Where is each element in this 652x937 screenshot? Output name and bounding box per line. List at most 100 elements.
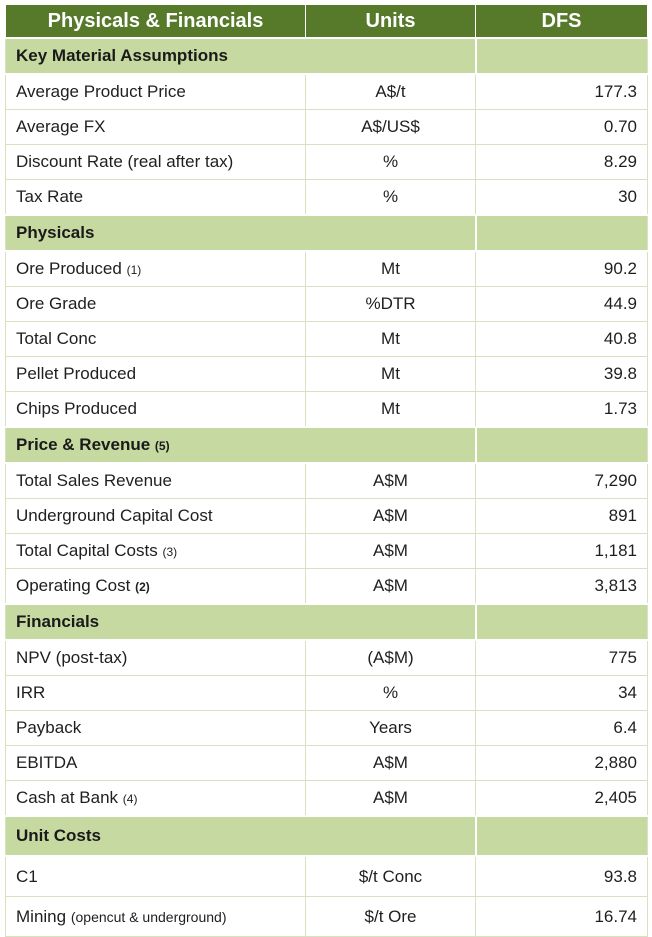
table-row: Total Sales Revenue A$M 7,290 [5, 462, 648, 499]
row-label-text: Mining [16, 906, 67, 926]
row-label: NPV (post-tax) [5, 639, 306, 676]
row-label-text: Chips Produced [16, 399, 137, 418]
row-label-text: Ore Produced [16, 259, 122, 278]
table-row: Pellet Produced Mt 39.8 [5, 356, 648, 392]
row-label: Ore Grade [5, 286, 306, 322]
row-value: 34 [475, 675, 648, 711]
header-units: Units [305, 5, 476, 38]
table-row: Operating Cost (2) A$M 3,813 [5, 568, 648, 605]
row-value: 40.8 [475, 321, 648, 357]
header-dfs: DFS [475, 5, 648, 38]
row-unit: Mt [305, 391, 476, 428]
row-unit: A$M [305, 462, 476, 499]
row-value: 177.3 [475, 73, 648, 110]
row-label-text: Discount Rate (real after tax) [16, 152, 234, 171]
row-label: Tax Rate [5, 179, 306, 216]
section-row-financials: Financials [5, 603, 648, 641]
row-unit: %DTR [305, 286, 476, 322]
row-label-text: EBITDA [16, 753, 78, 772]
table-row: Mining (opencut & underground) $/t Ore 1… [5, 896, 648, 937]
row-label-text: Underground Capital Cost [16, 506, 213, 525]
row-value: 30 [475, 179, 648, 216]
section-title: Financials [5, 603, 476, 641]
row-label-text: Total Conc [16, 329, 97, 348]
footnote-ref: (1) [126, 263, 142, 277]
row-unit: Years [305, 710, 476, 746]
row-label-text: Total Capital Costs [16, 541, 158, 560]
row-unit: A$/US$ [305, 109, 476, 145]
row-value: 7,290 [475, 462, 648, 499]
row-label: Average FX [5, 109, 306, 145]
section-row-physicals: Physicals [5, 214, 648, 252]
row-label-text: Ore Grade [16, 294, 97, 313]
section-row-key-material-assumptions: Key Material Assumptions [5, 37, 648, 75]
row-value: 90.2 [475, 250, 648, 287]
row-value: 0.70 [475, 109, 648, 145]
table-row: Average Product Price A$/t 177.3 [5, 73, 648, 110]
row-label-text: Operating Cost [16, 576, 131, 595]
row-label: Chips Produced [5, 391, 306, 428]
row-value: 6.4 [475, 710, 648, 746]
row-label: Cash at Bank (4) [5, 780, 306, 817]
row-label-text: Payback [16, 718, 82, 737]
table-row: Tax Rate % 30 [5, 179, 648, 216]
row-label-text: Total Sales Revenue [16, 471, 172, 490]
financials-table-container: Physicals & Financials Units DFS Key Mat… [5, 5, 648, 937]
row-unit: % [305, 675, 476, 711]
row-value: 2,880 [475, 745, 648, 781]
row-unit: A$/t [305, 73, 476, 110]
row-label: Total Capital Costs (3) [5, 533, 306, 569]
row-value: 891 [475, 498, 648, 534]
row-value: 44.9 [475, 286, 648, 322]
table-header-row: Physicals & Financials Units DFS [5, 5, 648, 38]
table-row: Total Conc Mt 40.8 [5, 321, 648, 357]
row-label: Ore Produced (1) [5, 250, 306, 287]
table-row: Underground Capital Cost A$M 891 [5, 498, 648, 534]
row-label: Underground Capital Cost [5, 498, 306, 534]
row-label: Mining (opencut & underground) [5, 896, 306, 937]
section-blank-cell [474, 214, 648, 252]
table-row: Cash at Bank (4) A$M 2,405 [5, 780, 648, 817]
section-blank-cell [474, 815, 648, 857]
table-row: C1 $/t Conc 93.8 [5, 855, 648, 897]
row-unit: A$M [305, 498, 476, 534]
row-unit: $/t Ore [305, 896, 476, 937]
row-value: 2,405 [475, 780, 648, 817]
row-unit: A$M [305, 533, 476, 569]
table-row: Ore Grade %DTR 44.9 [5, 286, 648, 322]
row-value: 16.74 [475, 896, 648, 937]
row-unit: A$M [305, 568, 476, 605]
row-unit: A$M [305, 745, 476, 781]
table-row: Discount Rate (real after tax) % 8.29 [5, 144, 648, 180]
section-blank-cell [474, 603, 648, 641]
row-label-text: Tax Rate [16, 187, 84, 206]
row-unit: $/t Conc [305, 855, 476, 897]
row-label-text: Pellet Produced [16, 364, 137, 383]
row-label: EBITDA [5, 745, 306, 781]
row-label: Total Sales Revenue [5, 462, 306, 499]
row-label: Payback [5, 710, 306, 746]
row-label-text: Average Product Price [16, 82, 186, 101]
section-row-price-revenue: Price & Revenue (5) [5, 426, 648, 464]
row-label: IRR [5, 675, 306, 711]
row-label: Average Product Price [5, 73, 306, 110]
row-label-text: NPV (post-tax) [16, 648, 128, 667]
footnote-ref: (4) [122, 792, 138, 806]
footnote-ref: (2) [135, 580, 150, 594]
table-row: EBITDA A$M 2,880 [5, 745, 648, 781]
row-unit: Mt [305, 356, 476, 392]
row-unit: Mt [305, 250, 476, 287]
header-physicals-financials: Physicals & Financials [5, 5, 306, 38]
row-value: 1.73 [475, 391, 648, 428]
row-label-text: Average FX [16, 117, 106, 136]
section-blank-cell [474, 37, 648, 75]
row-value: 93.8 [475, 855, 648, 897]
row-label-text: Cash at Bank [16, 788, 119, 807]
table-row: Total Capital Costs (3) A$M 1,181 [5, 533, 648, 569]
row-unit: Mt [305, 321, 476, 357]
row-unit: A$M [305, 780, 476, 817]
row-label: C1 [5, 855, 306, 897]
section-title-cell: Price & Revenue (5) [5, 426, 476, 464]
row-label: Total Conc [5, 321, 306, 357]
section-title: Unit Costs [5, 815, 476, 857]
